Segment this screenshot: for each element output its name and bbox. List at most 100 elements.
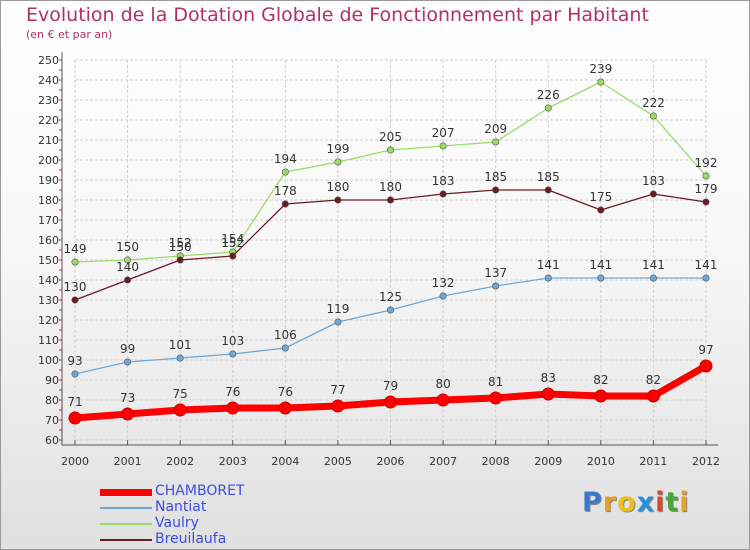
data-point bbox=[699, 359, 713, 373]
data-point bbox=[331, 399, 345, 413]
x-tick-label: 2012 bbox=[692, 455, 720, 468]
data-label: 222 bbox=[642, 96, 665, 110]
data-label: 80 bbox=[435, 377, 450, 391]
data-point bbox=[646, 389, 660, 403]
legend-label: Vaulry bbox=[155, 515, 199, 531]
data-label: 97 bbox=[698, 343, 713, 357]
data-point bbox=[649, 112, 657, 120]
data-point bbox=[124, 358, 132, 366]
data-label: 183 bbox=[432, 174, 455, 188]
data-point bbox=[226, 401, 240, 415]
data-point bbox=[68, 411, 82, 425]
data-label: 175 bbox=[589, 190, 612, 204]
data-point bbox=[544, 104, 552, 112]
data-label: 106 bbox=[274, 328, 297, 342]
data-point bbox=[384, 395, 397, 409]
x-tick-label: 2002 bbox=[166, 455, 194, 468]
data-point bbox=[386, 196, 394, 204]
data-label: 154 bbox=[221, 232, 244, 246]
data-label: 209 bbox=[484, 122, 507, 136]
x-tick-label: 2004 bbox=[271, 455, 299, 468]
data-label: 226 bbox=[537, 88, 560, 102]
y-tick-label: 90 bbox=[45, 374, 59, 387]
x-tick-label: 2003 bbox=[219, 455, 247, 468]
data-point bbox=[702, 198, 710, 206]
data-point bbox=[229, 350, 237, 358]
y-tick-label: 170 bbox=[38, 214, 59, 227]
data-point bbox=[544, 186, 552, 194]
data-point bbox=[649, 274, 657, 282]
data-point bbox=[334, 196, 342, 204]
data-label: 75 bbox=[173, 387, 188, 401]
data-label: 93 bbox=[67, 354, 82, 368]
data-point bbox=[649, 190, 657, 198]
data-point bbox=[71, 296, 79, 304]
data-label: 192 bbox=[695, 156, 718, 170]
data-label: 71 bbox=[67, 395, 82, 409]
y-tick-label: 80 bbox=[45, 394, 59, 407]
y-tick-label: 220 bbox=[38, 114, 59, 127]
data-point bbox=[229, 252, 237, 260]
data-label: 180 bbox=[326, 180, 349, 194]
data-point bbox=[702, 172, 710, 180]
data-label: 81 bbox=[488, 375, 503, 389]
data-point bbox=[176, 256, 184, 264]
data-point bbox=[492, 282, 500, 290]
series-layer bbox=[68, 78, 713, 425]
data-label: 185 bbox=[537, 170, 560, 184]
data-point bbox=[597, 78, 605, 86]
y-tick-label: 150 bbox=[38, 254, 59, 267]
data-label: 77 bbox=[330, 383, 345, 397]
data-label: 141 bbox=[695, 258, 718, 272]
data-label: 103 bbox=[221, 334, 244, 348]
y-tick-label: 60 bbox=[45, 434, 59, 447]
x-tick-label: 2001 bbox=[114, 455, 142, 468]
legend-swatch bbox=[100, 539, 152, 541]
x-tick-label: 2008 bbox=[482, 455, 510, 468]
data-label: 101 bbox=[169, 338, 192, 352]
y-tick-label: 70 bbox=[45, 414, 59, 427]
grid-lines bbox=[74, 59, 707, 441]
data-label: 149 bbox=[64, 242, 87, 256]
data-point bbox=[278, 401, 292, 415]
data-label: 125 bbox=[379, 290, 402, 304]
data-label: 194 bbox=[274, 152, 297, 166]
data-point bbox=[121, 407, 135, 421]
data-point bbox=[386, 146, 394, 154]
y-tick-label: 100 bbox=[38, 354, 59, 367]
y-tick-label: 240 bbox=[38, 74, 59, 87]
data-label: 141 bbox=[642, 258, 665, 272]
data-point bbox=[597, 274, 605, 282]
x-tick-label: 2006 bbox=[377, 455, 405, 468]
data-label: 82 bbox=[593, 373, 608, 387]
axes: 60 70 80 90 100 110 120 130 140 150 160 170 180 190 20… bbox=[38, 52, 720, 468]
data-label: 207 bbox=[432, 126, 455, 140]
x-tick-label: 2011 bbox=[639, 455, 667, 468]
data-label: 130 bbox=[64, 280, 87, 294]
data-point bbox=[334, 318, 342, 326]
data-label: 180 bbox=[379, 180, 402, 194]
data-label: 141 bbox=[537, 258, 560, 272]
proxiti-logo: Proxiti bbox=[582, 487, 690, 518]
data-label: 178 bbox=[274, 184, 297, 198]
data-label: 79 bbox=[383, 379, 398, 393]
legend-label: Breuilaufa bbox=[155, 531, 227, 547]
data-point bbox=[541, 387, 555, 401]
legend-swatch bbox=[100, 523, 152, 525]
x-tick-label: 2009 bbox=[534, 455, 562, 468]
y-tick-label: 250 bbox=[38, 54, 59, 67]
data-labels: 93 99 101 103 106 119 125 132 137 141 141 141 141 149… bbox=[64, 62, 718, 409]
data-point bbox=[544, 274, 552, 282]
data-point bbox=[436, 393, 450, 407]
data-point bbox=[386, 306, 394, 314]
data-label: 185 bbox=[484, 170, 507, 184]
legend-swatch bbox=[100, 507, 152, 509]
data-label: 152 bbox=[221, 236, 244, 250]
data-point bbox=[281, 200, 289, 208]
data-label: 140 bbox=[116, 260, 139, 274]
data-point bbox=[492, 186, 500, 194]
data-label: 205 bbox=[379, 130, 402, 144]
legend-label: CHAMBORET bbox=[155, 483, 245, 499]
data-point bbox=[597, 206, 605, 214]
data-label: 99 bbox=[120, 342, 135, 356]
